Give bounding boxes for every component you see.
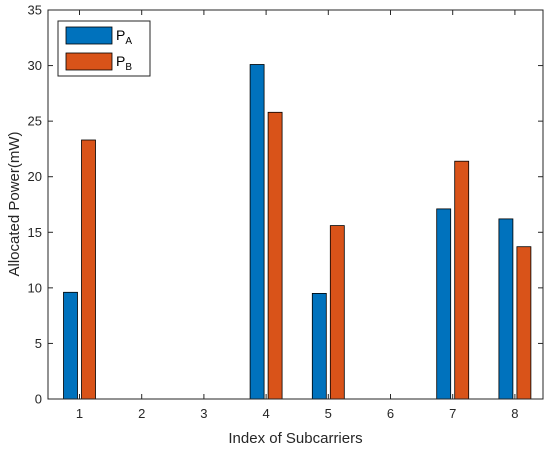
x-tick-label: 6 bbox=[387, 406, 394, 421]
y-tick-label: 0 bbox=[35, 392, 42, 407]
y-tick-label: 20 bbox=[28, 169, 42, 184]
y-tick-label: 35 bbox=[28, 3, 42, 18]
legend-label-pa: PA bbox=[116, 27, 132, 47]
x-tick-label: 5 bbox=[325, 406, 332, 421]
bars-group bbox=[63, 64, 532, 400]
y-tick-label: 5 bbox=[35, 336, 42, 351]
x-tick-label: 1 bbox=[76, 406, 83, 421]
legend-swatch-pa bbox=[65, 26, 113, 45]
x-tick-label: 8 bbox=[511, 406, 518, 421]
x-tick-label: 3 bbox=[200, 406, 207, 421]
legend-label-pb: PB bbox=[116, 53, 132, 73]
y-axis-ticks: 0 5 10 15 20 25 30 35 bbox=[28, 3, 543, 407]
legend-swatch-pb bbox=[65, 52, 113, 71]
x-tick-label: 7 bbox=[449, 406, 456, 421]
y-tick-label: 10 bbox=[28, 280, 42, 295]
bar-pb-5 bbox=[329, 225, 345, 400]
bar-pa-4 bbox=[249, 64, 265, 400]
y-tick-label: 15 bbox=[28, 225, 42, 240]
bar-pa-1 bbox=[63, 291, 78, 400]
axes-box bbox=[47, 9, 544, 400]
bar-pb-1 bbox=[81, 139, 96, 400]
bar-pb-4 bbox=[267, 111, 283, 400]
legend-label-pb-sub: B bbox=[125, 62, 132, 73]
x-tick-label: 4 bbox=[262, 406, 269, 421]
bar-pa-5 bbox=[311, 292, 327, 400]
y-tick-label: 30 bbox=[28, 58, 42, 73]
bar-pb-8 bbox=[516, 246, 532, 400]
legend-label-pb-main: P bbox=[116, 53, 125, 69]
legend-label-pa-main: P bbox=[116, 27, 125, 43]
legend: PA PB bbox=[57, 20, 151, 77]
x-tick-label: 2 bbox=[138, 406, 145, 421]
legend-label-pa-sub: A bbox=[125, 36, 132, 47]
y-axis-label: Allocated Power(mW) bbox=[6, 131, 23, 276]
bar-pa-7 bbox=[436, 208, 452, 400]
bar-pa-8 bbox=[498, 218, 514, 400]
x-axis-ticks: 1 2 3 4 5 6 7 8 bbox=[76, 10, 519, 421]
y-tick-label: 25 bbox=[28, 114, 42, 129]
x-axis-label: Index of Subcarriers bbox=[228, 430, 362, 447]
bar-pb-7 bbox=[454, 160, 470, 400]
